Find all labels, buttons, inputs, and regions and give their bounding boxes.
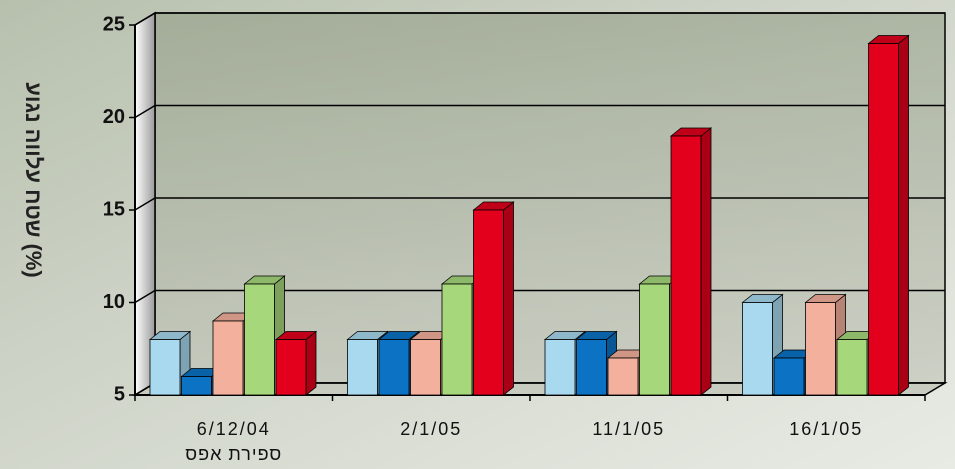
bar-front xyxy=(671,136,701,395)
bar-front xyxy=(608,358,638,395)
y-tick-label: 25 xyxy=(103,13,125,35)
bar-front xyxy=(245,284,275,395)
bar-front xyxy=(545,340,575,396)
bar xyxy=(671,128,711,395)
y-tick-label: 10 xyxy=(103,291,125,313)
bar-side xyxy=(701,128,711,395)
bar-front xyxy=(869,44,899,396)
x-tick-label: 16/1/05 xyxy=(789,419,863,439)
bar-front xyxy=(806,303,836,396)
bar xyxy=(869,36,909,396)
x-tick-note: ספירת אפס xyxy=(185,444,282,464)
x-tick-label: 6/12/04 xyxy=(197,419,271,439)
bar-front xyxy=(379,340,409,396)
bar-front xyxy=(348,340,378,396)
chart: שטח עלווה נגוע (%) 5 10 15 20 25 6/12/04 ספירת… xyxy=(0,0,955,469)
bar-front xyxy=(774,358,804,395)
bar-side xyxy=(899,36,909,396)
bar-front xyxy=(150,340,180,396)
bar-front xyxy=(213,321,243,395)
bar-front xyxy=(577,340,607,396)
bar-front xyxy=(743,303,773,396)
y-tick-label: 20 xyxy=(103,106,125,128)
bar-front xyxy=(640,284,670,395)
y-axis-label: שטח עלווה נגוע (%) xyxy=(21,82,46,277)
bar xyxy=(276,332,316,396)
y-tick-label: 5 xyxy=(114,383,125,405)
bar-front xyxy=(837,340,867,396)
bar-front xyxy=(411,340,441,396)
bar xyxy=(474,202,514,395)
bar-front xyxy=(182,377,212,396)
y-tick-label: 15 xyxy=(103,198,125,220)
bar-front xyxy=(276,340,306,396)
x-tick-label: 2/1/05 xyxy=(400,419,462,439)
bar-front xyxy=(474,210,504,395)
bar-side xyxy=(306,332,316,396)
x-tick-label: 11/1/05 xyxy=(592,419,665,439)
bar-front xyxy=(442,284,472,395)
bar-side xyxy=(504,202,514,395)
